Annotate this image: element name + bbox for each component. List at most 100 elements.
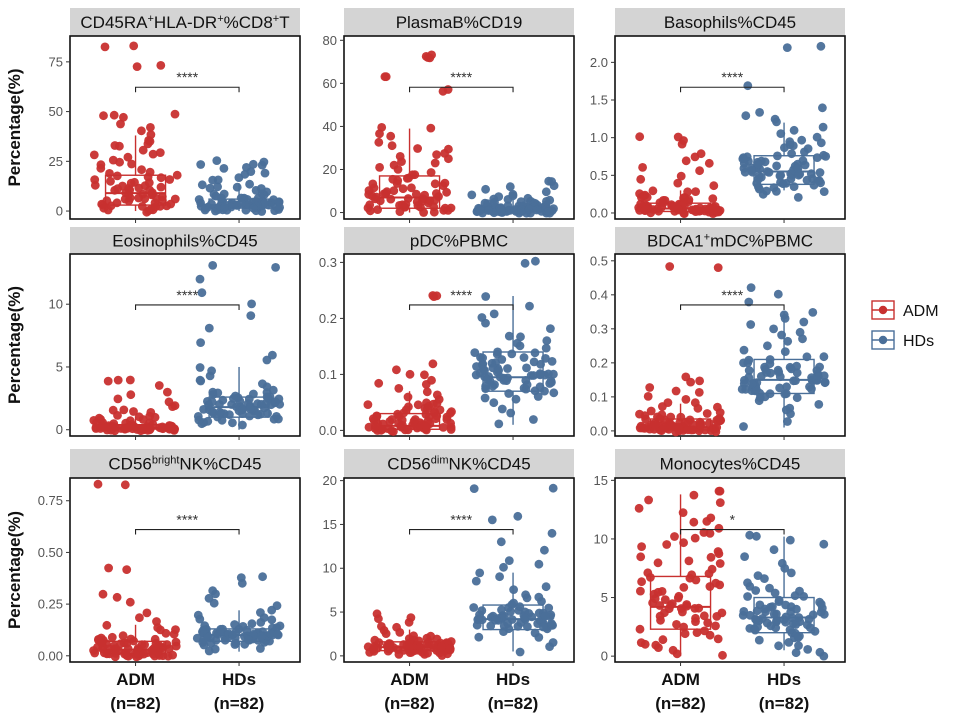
points-adm bbox=[89, 375, 180, 436]
data-point bbox=[432, 390, 442, 400]
data-point bbox=[150, 634, 160, 644]
data-point bbox=[786, 607, 796, 617]
data-point bbox=[818, 122, 828, 132]
data-point bbox=[793, 633, 803, 642]
data-point bbox=[142, 608, 152, 618]
data-point bbox=[262, 392, 272, 402]
data-point bbox=[197, 180, 207, 190]
data-point bbox=[171, 641, 181, 651]
data-point bbox=[494, 366, 503, 375]
data-point bbox=[242, 625, 252, 635]
bracket-line bbox=[135, 304, 240, 310]
data-point bbox=[504, 331, 514, 341]
data-point bbox=[256, 184, 266, 193]
data-point bbox=[690, 533, 700, 543]
data-point bbox=[274, 414, 283, 424]
data-point bbox=[716, 415, 726, 425]
data-point bbox=[155, 148, 165, 158]
data-point bbox=[673, 204, 683, 214]
x-category-name: HDs bbox=[222, 670, 256, 689]
data-point bbox=[446, 637, 456, 646]
data-point bbox=[108, 405, 118, 415]
points-adm bbox=[635, 262, 726, 437]
data-point bbox=[91, 424, 101, 433]
data-point bbox=[781, 617, 790, 627]
data-point bbox=[123, 152, 133, 162]
data-point bbox=[814, 400, 824, 409]
data-point bbox=[506, 408, 516, 418]
data-point bbox=[490, 615, 500, 625]
data-point bbox=[497, 605, 506, 615]
data-point bbox=[650, 420, 660, 429]
data-point bbox=[707, 564, 717, 574]
data-point bbox=[237, 198, 246, 208]
data-point bbox=[780, 389, 790, 399]
facet-strip bbox=[70, 227, 300, 254]
data-point bbox=[385, 639, 395, 649]
data-point bbox=[395, 207, 405, 217]
data-point bbox=[791, 648, 801, 658]
data-point bbox=[546, 324, 555, 333]
facet-strip bbox=[344, 449, 574, 478]
data-point bbox=[426, 168, 436, 177]
panel-5: BDCA1+mDC%PBMC 0.0 0.1 0.2 0.3 0.4 0.5 **** bbox=[590, 227, 846, 440]
data-point bbox=[522, 363, 531, 373]
data-point bbox=[691, 575, 701, 585]
data-point bbox=[440, 178, 450, 188]
data-point bbox=[426, 123, 436, 133]
data-point bbox=[432, 150, 441, 160]
points-hds bbox=[738, 41, 831, 202]
data-point bbox=[477, 313, 487, 322]
data-point bbox=[816, 607, 826, 617]
data-point bbox=[547, 619, 556, 628]
data-point bbox=[112, 592, 122, 602]
data-point bbox=[548, 638, 558, 647]
data-point bbox=[674, 591, 684, 601]
panel-2: Basophils%CD45 0.0 0.5 1.0 1.5 2.0 **** bbox=[590, 8, 846, 223]
data-point bbox=[663, 398, 673, 407]
data-point bbox=[474, 632, 484, 642]
facet-strip bbox=[615, 8, 845, 36]
data-point bbox=[691, 207, 701, 217]
data-point bbox=[442, 187, 451, 197]
data-point bbox=[215, 407, 225, 417]
data-point bbox=[739, 345, 749, 355]
data-point bbox=[140, 194, 150, 204]
y-tick-label: 40 bbox=[323, 119, 337, 134]
bracket-line bbox=[409, 86, 514, 93]
data-point bbox=[524, 204, 534, 214]
x-category-name: ADM bbox=[661, 670, 700, 689]
x-category-count: (n=82) bbox=[759, 694, 810, 713]
data-point bbox=[136, 426, 146, 436]
facet-title: Monocytes%CD45 bbox=[660, 455, 801, 474]
data-point bbox=[529, 415, 538, 424]
data-point bbox=[271, 263, 280, 272]
data-point bbox=[643, 568, 653, 578]
data-point bbox=[777, 558, 787, 568]
data-point bbox=[774, 641, 783, 651]
data-point bbox=[481, 292, 491, 301]
data-point bbox=[815, 362, 824, 372]
data-point bbox=[680, 629, 690, 639]
x-axis-category-labels: ADM (n=82) HDs (n=82) ADM (n=82) HDs (n=82) ADM (… bbox=[110, 670, 809, 713]
data-point bbox=[110, 426, 120, 436]
data-point bbox=[711, 621, 720, 631]
points-adm bbox=[89, 41, 182, 217]
data-point bbox=[549, 369, 558, 379]
data-point bbox=[766, 368, 775, 378]
data-point bbox=[772, 617, 781, 627]
panel-border bbox=[614, 253, 846, 437]
data-point bbox=[413, 400, 423, 410]
data-point bbox=[787, 149, 796, 159]
y-tick-label: 50 bbox=[49, 104, 63, 119]
data-point bbox=[678, 508, 688, 517]
data-point bbox=[372, 609, 382, 619]
facet-title: CD45RA+HLA-DR+%CD8+T bbox=[80, 13, 289, 32]
data-point bbox=[406, 613, 416, 622]
data-point bbox=[658, 635, 668, 645]
data-point bbox=[702, 409, 712, 418]
data-point bbox=[104, 563, 113, 573]
panel-6: CD56brightNK%CD45 0.00 0.25 0.50 0.75 **** bbox=[38, 449, 301, 666]
data-point bbox=[132, 62, 142, 71]
data-point bbox=[123, 644, 133, 654]
